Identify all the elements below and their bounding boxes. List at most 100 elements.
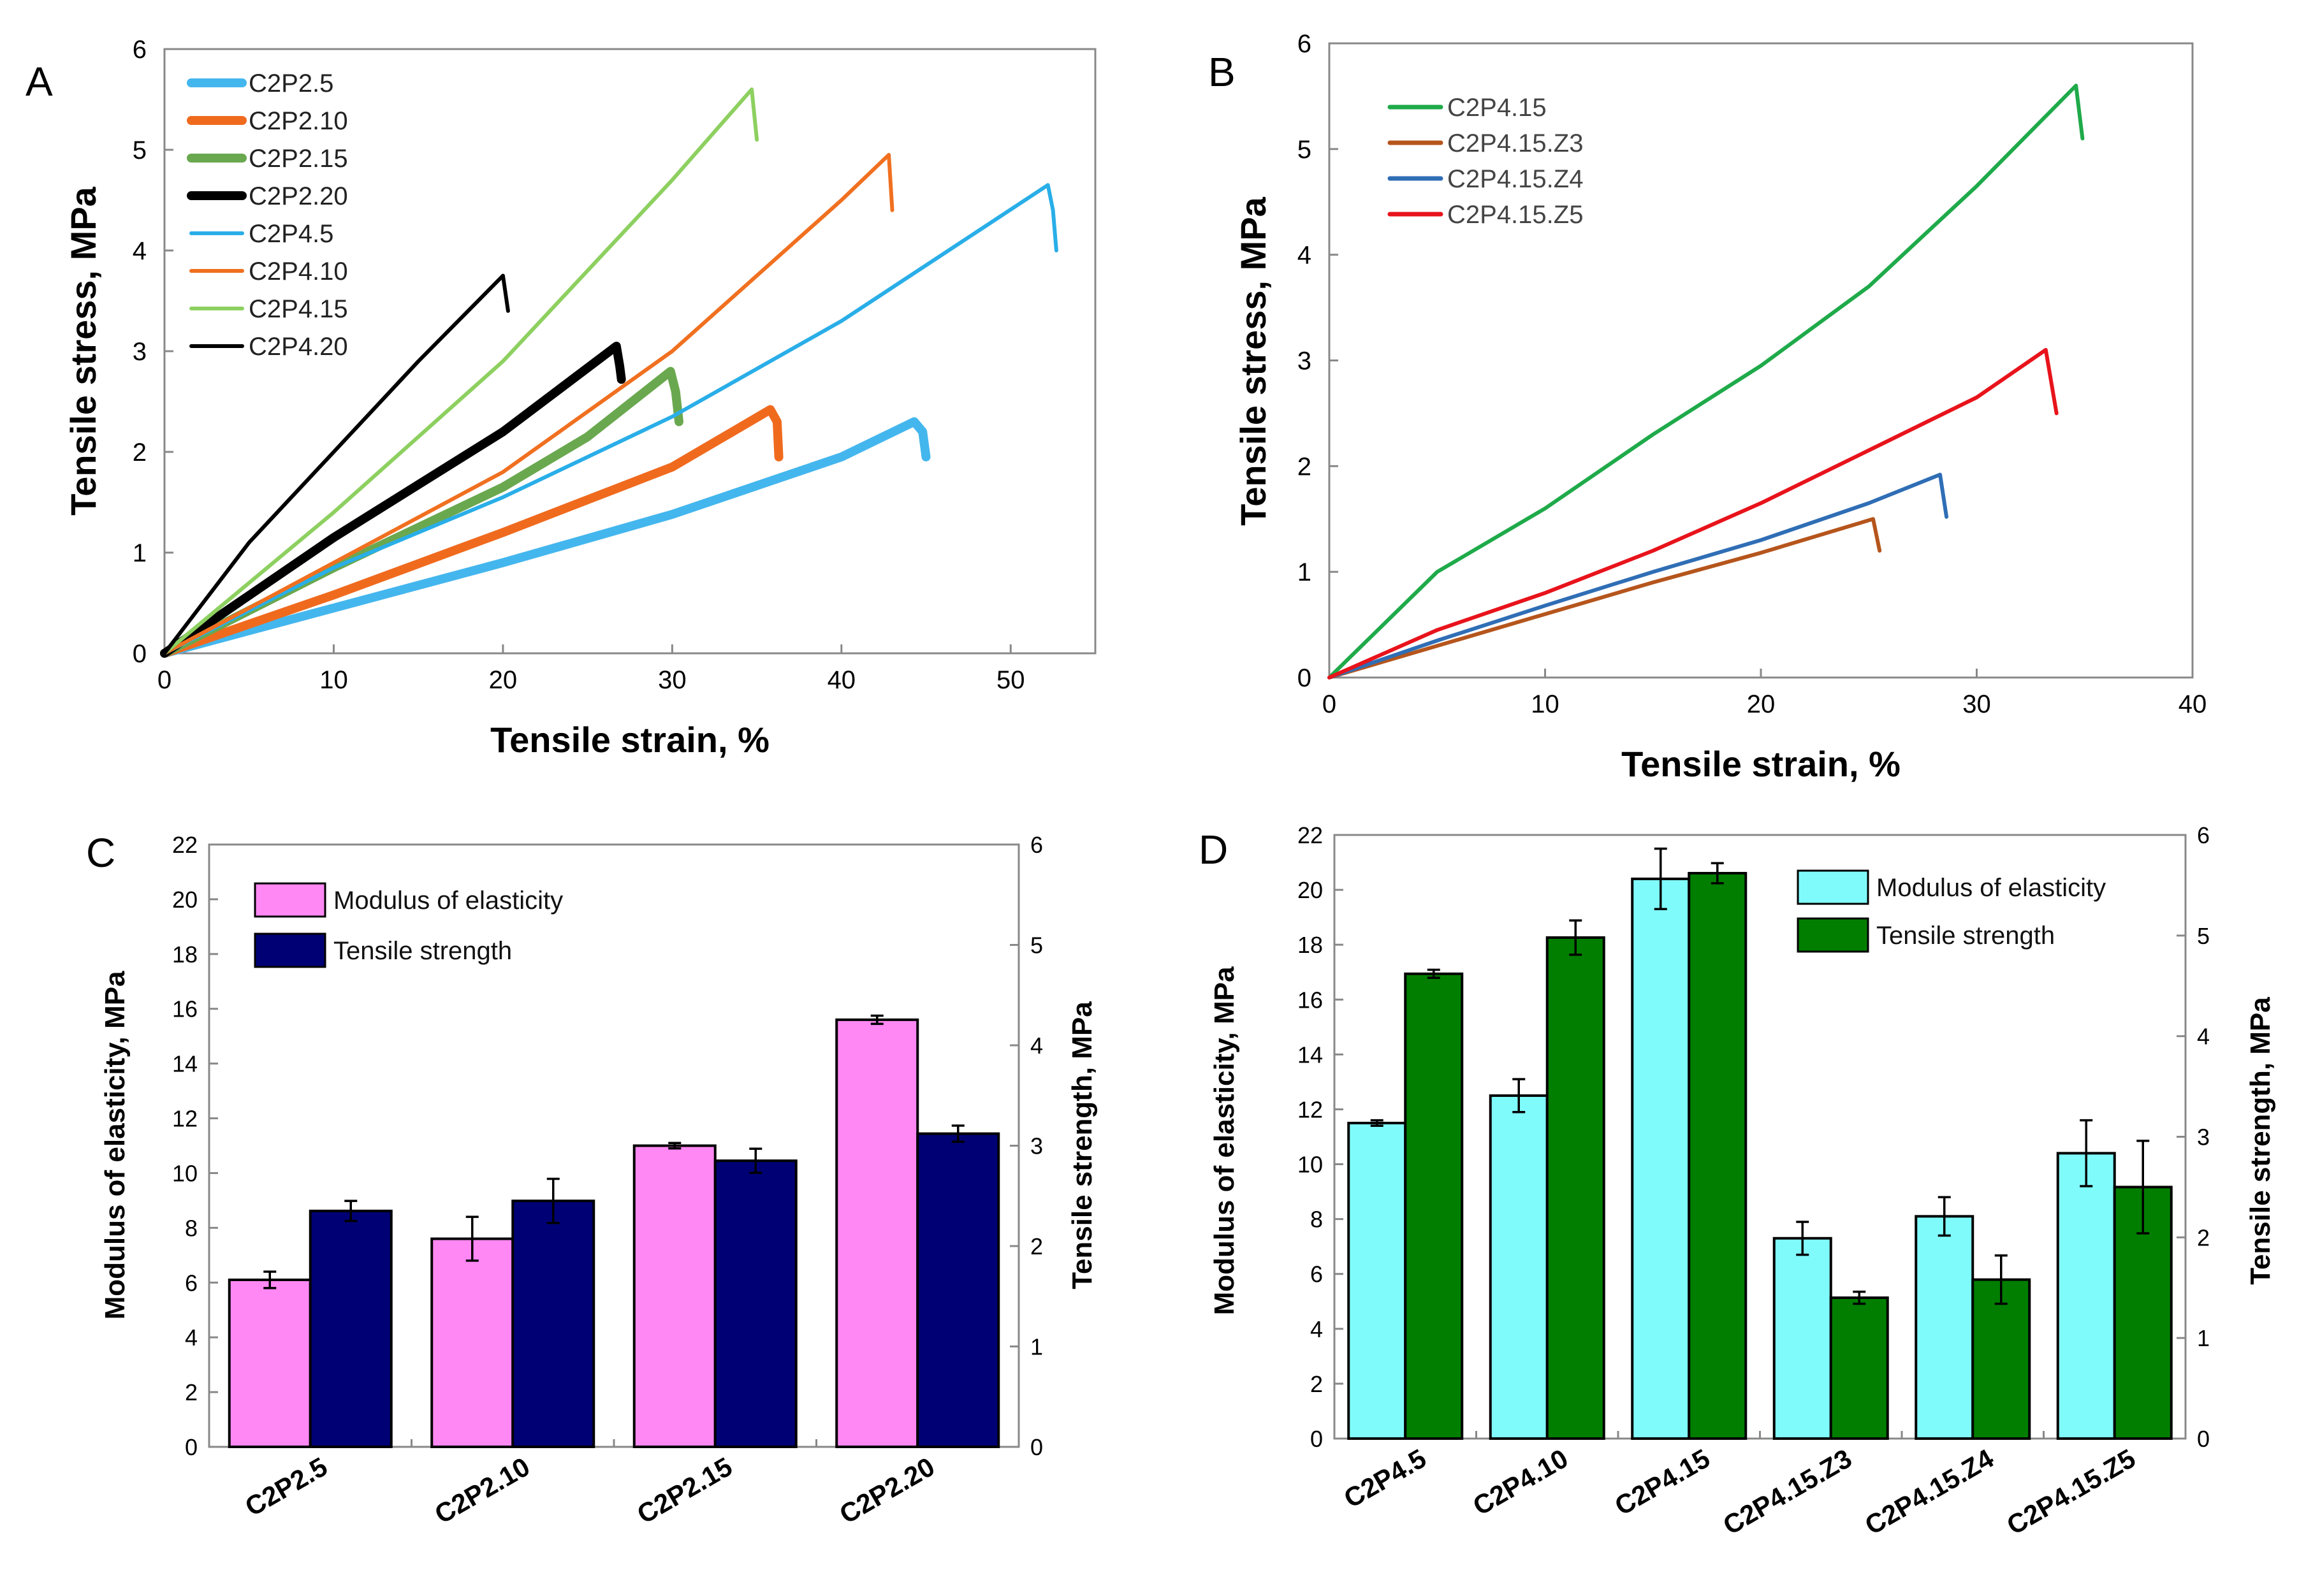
legend-label-D: Modulus of elasticity: [1876, 874, 2106, 902]
bar-D-tensile: [1545, 936, 1605, 1440]
y-axis-title-b: Tensile stress, MPa: [1233, 196, 1273, 526]
legend-label-A: C2P4.20: [249, 333, 348, 361]
y-tick-label-D: 18: [1297, 932, 1323, 958]
y-tick-label-B: 2: [1297, 453, 1311, 481]
bar-C-modulus: [632, 1144, 717, 1448]
series-line-C2P2-20: [160, 342, 626, 658]
x-axis-title-b: Tensile strain, %: [1621, 744, 1901, 784]
category-label-C: C2P2.20: [835, 1451, 940, 1529]
y2-tick-label-D: 5: [2197, 923, 2210, 949]
y2-tick-label-C: 5: [1030, 932, 1043, 959]
y2-tick-label-C: 6: [1030, 832, 1043, 858]
bar-C-tensile: [713, 1159, 798, 1448]
y2-tick-label-C: 3: [1030, 1133, 1043, 1159]
series-line-C2P4-15-Z5: [1327, 347, 2059, 679]
series-line-C2P4-10: [163, 152, 894, 655]
y-tick-label-D: 10: [1297, 1152, 1323, 1178]
y2-tick-label-D: 1: [2197, 1325, 2210, 1351]
legend-label-A: C2P2.10: [249, 107, 348, 135]
y-tick-label-D: 8: [1310, 1207, 1323, 1233]
y-axis-title-c: Modulus of elasticity, MPa: [99, 971, 131, 1319]
y-tick-label-C: 4: [185, 1324, 198, 1351]
panel-d: D Modulus of elasticity, MPa Tensile str…: [1199, 822, 2276, 1541]
y-tick-label-B: 5: [1297, 136, 1311, 164]
y-axis-title-a: Tensile stress, MPa: [63, 186, 103, 516]
legend-swatch-D: [1797, 869, 1869, 905]
y-tick-label-C: 22: [172, 832, 198, 858]
legend-label-C: Tensile strength: [333, 937, 512, 965]
bar-C-modulus: [430, 1237, 514, 1448]
series-line-C2P4-15-Z3: [1327, 517, 1882, 679]
y-tick-label-C: 18: [172, 941, 198, 968]
bar-D-modulus: [1489, 1094, 1549, 1440]
category-label-C: C2P2.5: [240, 1451, 332, 1522]
y-tick-label-D: 6: [1310, 1261, 1323, 1288]
y-tick-label-A: 2: [133, 439, 147, 467]
category-label-C: C2P2.10: [430, 1451, 535, 1529]
y2-axis-title-c: Tensile strength, MPa: [1067, 1001, 1098, 1289]
lines-a: [160, 87, 1058, 658]
legend-swatch-D: [1797, 917, 1869, 953]
legend-label-A: C2P2.5: [249, 69, 333, 98]
y-tick-label-C: 16: [172, 996, 198, 1022]
panel-b: B Tensile strain, % Tensile stress, MPa …: [1208, 30, 2207, 784]
legend-c: Modulus of elasticity Tensile strength: [254, 882, 563, 968]
y-tick-label-B: 6: [1297, 30, 1311, 58]
legend-swatch-C: [254, 882, 326, 918]
y-tick-label-B: 0: [1297, 664, 1311, 692]
bar-D-tensile: [1971, 1278, 2031, 1440]
legend-label-A: C2P2.20: [249, 182, 348, 210]
ticks-b: 0 10 20 30 40 0 1 2 3 4 5 6: [1297, 30, 2207, 718]
y2-axis-title-d: Tensile strength, MPa: [2245, 997, 2276, 1285]
bar-D-modulus: [2056, 1152, 2116, 1440]
y-tick-label-A: 5: [133, 136, 147, 164]
y-tick-label-A: 1: [133, 539, 147, 567]
legend-swatch-C: [254, 932, 326, 968]
bar-C-tensile: [309, 1209, 393, 1448]
y-tick-label-B: 4: [1297, 242, 1311, 270]
bar-D-tensile: [1688, 871, 1748, 1440]
y-tick-label-C: 20: [172, 887, 198, 913]
bar-D-modulus: [1772, 1237, 1832, 1440]
y-tick-label-D: 16: [1297, 987, 1323, 1013]
bars-c: [228, 1014, 1000, 1449]
y2-tick-label-D: 4: [2197, 1024, 2210, 1050]
legend-d: Modulus of elasticity Tensile strength: [1797, 869, 2106, 953]
series-line-C2P2-5: [160, 417, 931, 658]
x-tick-label-B: 0: [1322, 690, 1336, 718]
x-tick-label-A: 40: [828, 666, 856, 694]
y-tick-label-C: 14: [172, 1051, 198, 1077]
y-tick-label-B: 3: [1297, 347, 1311, 375]
y-tick-label-C: 2: [185, 1379, 198, 1405]
x-tick-label-A: 20: [489, 666, 518, 694]
y-tick-label-D: 20: [1297, 877, 1323, 903]
series-line-C2P4-15: [1327, 83, 2085, 679]
y-tick-label-D: 14: [1297, 1041, 1323, 1068]
legend-label-A: C2P4.5: [249, 220, 333, 248]
x-tick-label-A: 0: [157, 666, 171, 694]
y2-tick-label-C: 2: [1030, 1233, 1043, 1259]
bar-C-modulus: [835, 1018, 919, 1448]
legend-b: C2P4.15 C2P4.15.Z3 C2P4.15.Z4 C2P4.15.Z5: [1387, 94, 1583, 229]
y2-tick-label-D: 6: [2197, 822, 2210, 848]
category-label-D: C2P4.15.Z5: [2002, 1443, 2141, 1541]
y2-tick-label-D: 3: [2197, 1124, 2210, 1150]
legend-label-C: Modulus of elasticity: [333, 887, 563, 915]
y2-tick-label-C: 0: [1030, 1434, 1043, 1460]
category-label-D: C2P4.15.Z3: [1718, 1443, 1857, 1541]
legend-label-A: C2P4.15: [249, 295, 348, 323]
y2-tick-label-C: 1: [1030, 1334, 1043, 1360]
category-label-D: C2P4.5: [1339, 1443, 1431, 1514]
legend-label-A: C2P2.15: [249, 145, 348, 173]
x-tick-label-B: 30: [1962, 690, 1991, 718]
lines-b: [1327, 83, 2085, 679]
category-label-C: C2P2.15: [632, 1451, 737, 1529]
category-label-D: C2P4.15.Z4: [1860, 1443, 1999, 1541]
y-tick-label-A: 6: [133, 36, 147, 64]
panel-a: A Tensile strain, % Tensile stress, MPa …: [26, 36, 1097, 760]
series-line-C2P2-10: [160, 405, 784, 658]
x-tick-label-A: 30: [658, 666, 687, 694]
legend-label-A: C2P4.10: [249, 258, 348, 286]
y-tick-label-D: 4: [1310, 1316, 1323, 1342]
